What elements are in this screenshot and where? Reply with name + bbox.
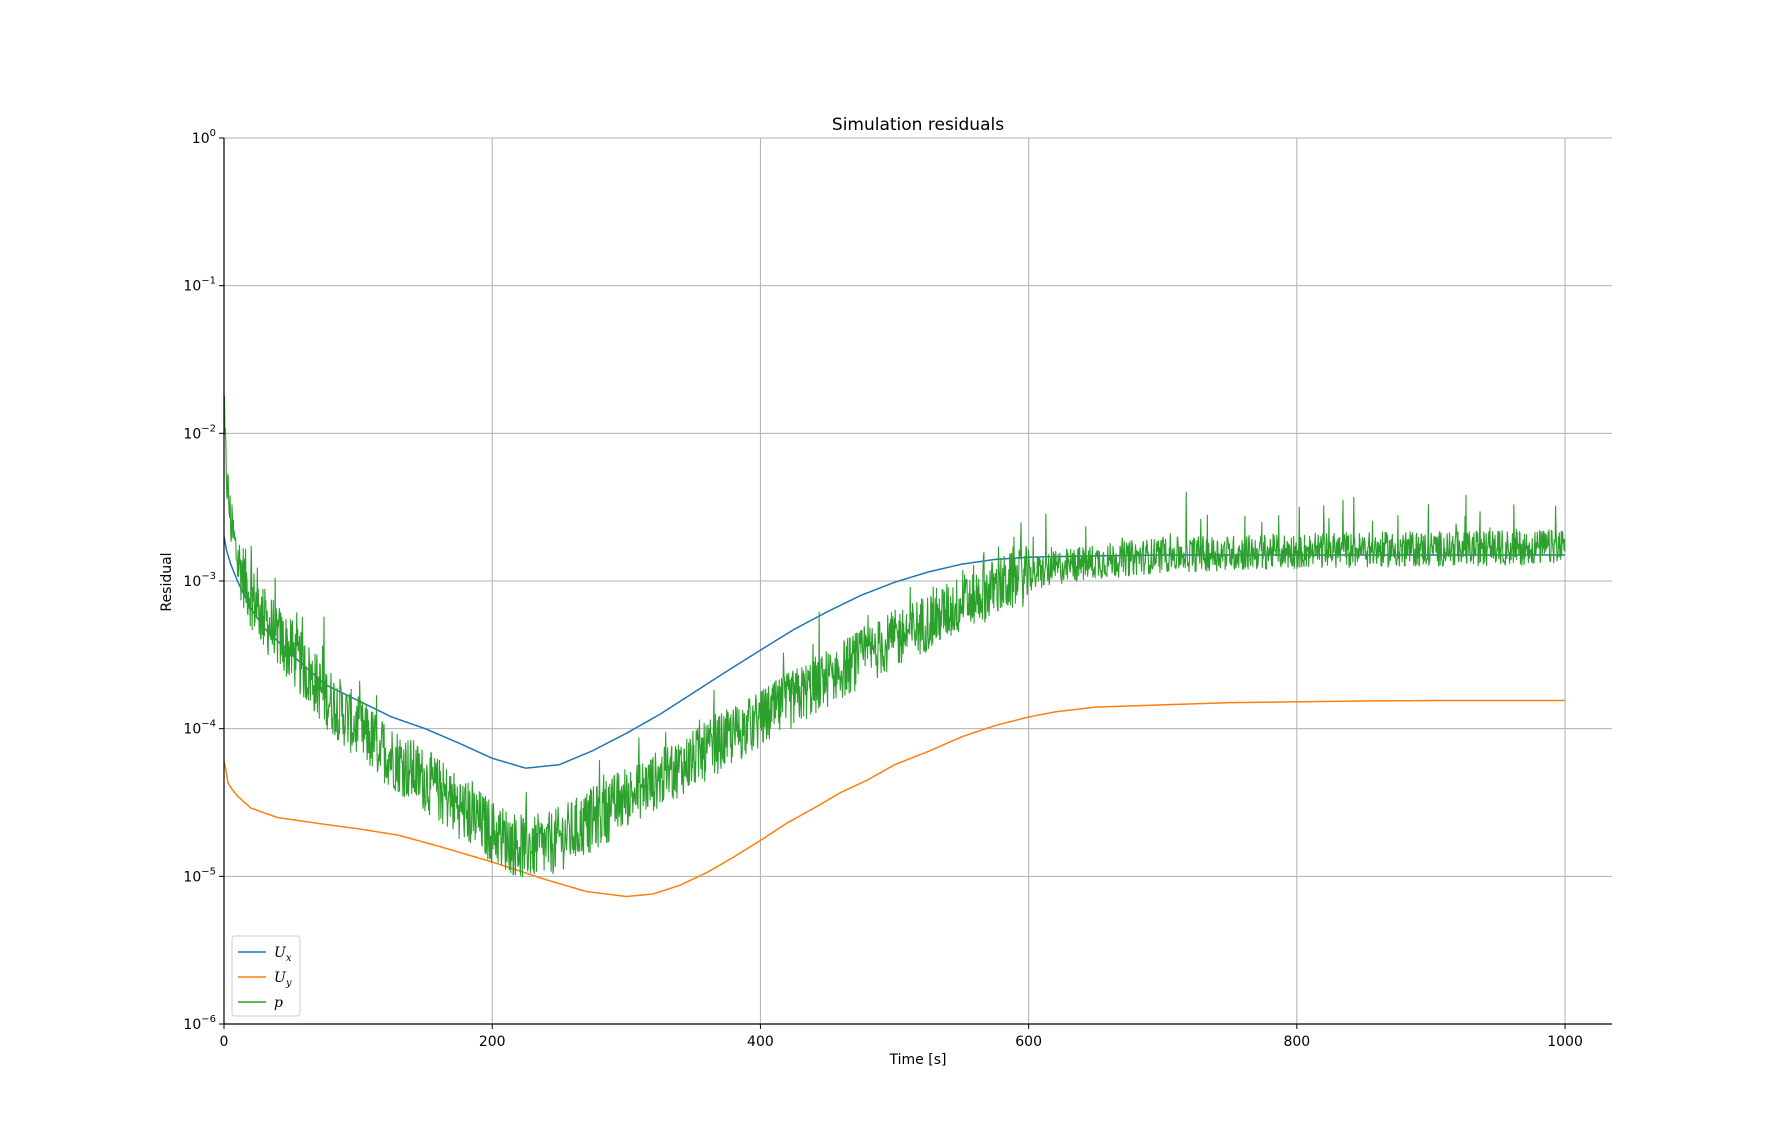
- y-tick-label: 10−2: [183, 423, 216, 442]
- x-tick-label: 200: [479, 1034, 506, 1050]
- y-axis-label: Residual: [159, 552, 175, 611]
- legend: Ux Uy p: [231, 935, 301, 1017]
- x-tick-label: 0: [220, 1034, 229, 1050]
- x-tick-label: 800: [1283, 1034, 1310, 1050]
- chart-title: Simulation residuals: [832, 115, 1004, 135]
- series-line-u-x: [223, 536, 1566, 769]
- series-line-p: [223, 388, 1566, 878]
- legend-box: [231, 935, 301, 1017]
- series-line-u-y: [223, 699, 1566, 898]
- legend-label: p: [274, 995, 283, 1011]
- y-tick-label: 100: [192, 128, 216, 147]
- x-tick-label: 600: [1015, 1034, 1042, 1050]
- x-tick-label: 400: [747, 1034, 774, 1050]
- x-tick-label: 1000: [1547, 1034, 1583, 1050]
- x-axis-label: Time [s]: [889, 1052, 947, 1068]
- y-tick-label: 10−5: [183, 866, 216, 885]
- y-tick-label: 10−4: [183, 719, 216, 738]
- legend-label: Ux: [274, 945, 292, 964]
- axes: 0 200 400 600 800 1000 100 10−1 10−2 10−3 10−4 10−5…: [183, 128, 1612, 1050]
- series-lines: [223, 388, 1566, 898]
- y-tick-label: 10−6: [183, 1014, 216, 1033]
- legend-label: Uy: [274, 970, 292, 989]
- grid-lines: [223, 137, 1612, 1025]
- y-tick-label: 10−1: [183, 276, 216, 295]
- y-tick-label: 10−3: [183, 571, 216, 590]
